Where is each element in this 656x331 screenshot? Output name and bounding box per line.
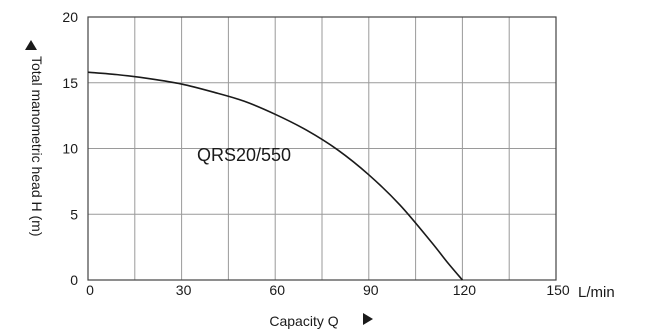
y-tick-label: 10: [62, 141, 78, 157]
axes: [87, 16, 557, 281]
x-tick-label: 30: [176, 282, 192, 298]
labels: 0 30 60 90 120 150 0 5 10 15 20 L/min Capacity Q Tota…: [25, 9, 615, 329]
x-tick-label: 150: [546, 282, 570, 298]
x-axis-title: Capacity Q: [269, 313, 338, 329]
x-axis-arrow: [363, 313, 373, 325]
y-tick-label: 15: [62, 75, 78, 91]
x-tick-label: 90: [363, 282, 379, 298]
x-tick-label: 60: [269, 282, 285, 298]
grid: [88, 17, 556, 280]
y-tick-label: 20: [62, 9, 78, 25]
x-tick-label: 120: [453, 282, 477, 298]
y-axis-arrow: [25, 40, 37, 50]
plot-frame: [87, 16, 557, 281]
y-axis-title: Total manometric head H (m): [29, 56, 45, 237]
x-tick-label: 0: [86, 282, 94, 298]
y-tick-label: 0: [70, 272, 78, 288]
performance-curve: [87, 71, 464, 281]
curve-annotation: QRS20/550: [197, 145, 291, 165]
curve-layer: [87, 71, 464, 281]
x-unit-label: L/min: [578, 284, 615, 301]
y-tick-label: 5: [70, 206, 78, 222]
